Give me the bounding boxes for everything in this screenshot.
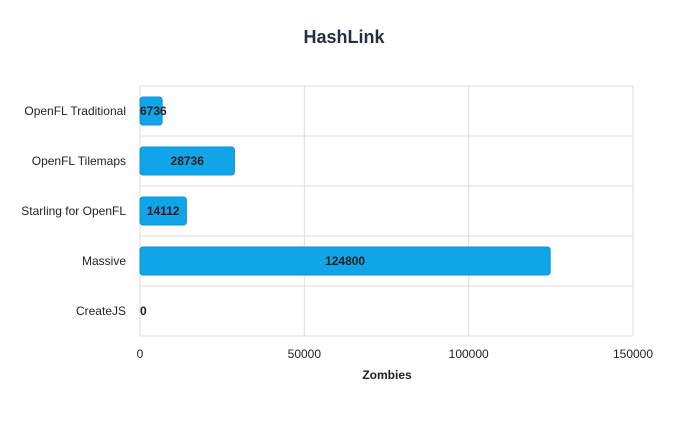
- category-label: OpenFL Traditional: [24, 104, 126, 118]
- category-label: CreateJS: [76, 304, 126, 318]
- value-axis: 0 50000 100000 150000: [137, 347, 654, 361]
- bar: [139, 196, 187, 226]
- x-axis-title: Zombies: [362, 368, 412, 382]
- category-label: Massive: [82, 254, 126, 268]
- category-axis: OpenFL Traditional OpenFL Tilemaps Starlin…: [21, 104, 126, 318]
- gridlines: [139, 85, 634, 337]
- bar-data-label: 0: [140, 304, 147, 318]
- x-tick-label: 50000: [288, 347, 322, 361]
- x-tick-label: 100000: [449, 347, 489, 361]
- bar: [139, 246, 551, 276]
- bars: [139, 96, 551, 276]
- bar-data-label: 28736: [171, 154, 205, 168]
- bar-data-label: 124800: [325, 254, 365, 268]
- bar-data-label: 14112: [147, 204, 180, 218]
- category-label: OpenFL Tilemaps: [32, 154, 126, 168]
- bar: [139, 146, 235, 176]
- category-label: Starling for OpenFL: [21, 204, 126, 218]
- x-tick-label: 0: [137, 347, 144, 361]
- bar: [139, 96, 163, 126]
- bar-data-label: 6736: [140, 104, 167, 118]
- chart-title: HashLink: [303, 27, 385, 47]
- x-tick-label: 150000: [613, 347, 653, 361]
- bar-data-labels: 6736 28736 14112 124800 0: [140, 104, 365, 318]
